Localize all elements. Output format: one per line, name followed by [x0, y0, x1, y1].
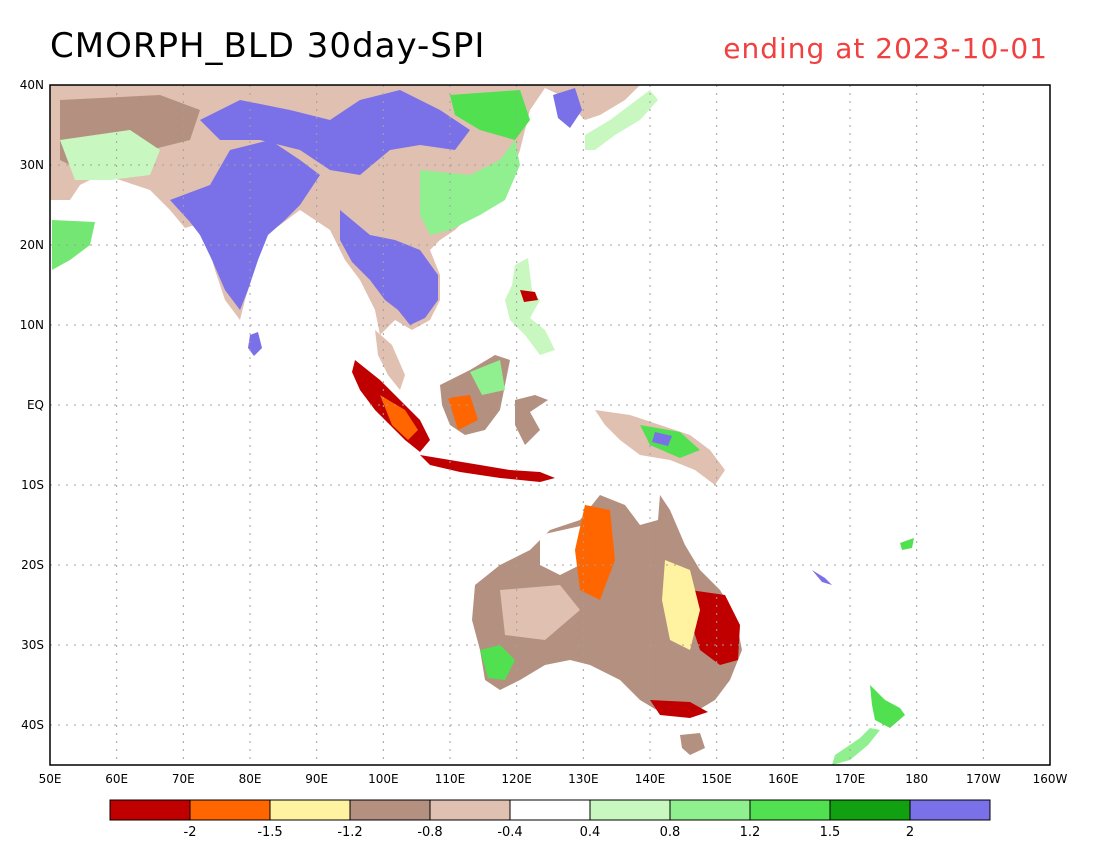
philippines-red [520, 290, 538, 302]
lon-tick-label: 160E [768, 772, 799, 786]
legend-swatch [509, 799, 591, 821]
lat-tick-label: 10S [21, 478, 44, 492]
lon-tick-label: 140E [635, 772, 666, 786]
map-title: CMORPH_BLD 30day-SPI [50, 26, 486, 66]
legend-swatch [349, 799, 431, 821]
lon-tick-label: 70E [172, 772, 195, 786]
legend-swatch [909, 799, 991, 821]
malay-peninsula [375, 330, 405, 390]
borneo-orange [448, 395, 478, 430]
lon-tick-label: 130E [568, 772, 599, 786]
new-zealand-north [870, 685, 905, 728]
japan-land [585, 90, 658, 150]
fiji [900, 538, 914, 550]
legend-swatch [669, 799, 751, 821]
philippines [505, 258, 555, 355]
borneo-green [470, 360, 505, 395]
lon-tick-label: 50E [39, 772, 62, 786]
green-west [60, 130, 160, 180]
lat-tick-label: EQ [27, 398, 44, 412]
australia-sw-green [480, 645, 515, 680]
lat-tick-label: 10N [20, 318, 44, 332]
color-legend: -2 -1.5 -1.2 -0.8 -0.4 0.4 0.8 1.2 1.5 2 [109, 799, 991, 840]
lon-tick-label: 150E [701, 772, 732, 786]
sulawesi [515, 395, 548, 445]
australia-orange [575, 505, 615, 600]
australia-yellow [662, 560, 700, 650]
map-frame [49, 84, 1051, 766]
graticule [50, 85, 1050, 765]
lat-tick-label: 40N [20, 78, 44, 92]
lon-tick-label: 80E [239, 772, 262, 786]
lon-tick-label: 170E [835, 772, 866, 786]
java [420, 455, 555, 482]
lat-tick-label: 20N [20, 238, 44, 252]
australia-interior-light [500, 585, 580, 640]
legend-swatch [589, 799, 671, 821]
legend-tick-label: -2 [184, 825, 197, 840]
legend-tick-label: 1.2 [740, 825, 761, 840]
lon-tick-label: 120E [501, 772, 532, 786]
korea-land [553, 88, 582, 128]
latitude-labels: 40N 30N 20N 10N EQ 10S 20S 30S 40S [20, 78, 44, 732]
lon-tick-label: 170W [966, 772, 1001, 786]
wet-anomaly-china [200, 90, 470, 175]
legend-swatch [109, 799, 191, 821]
green-north [450, 90, 530, 140]
wet-anomaly-india [170, 140, 320, 310]
legend-swatch [429, 799, 511, 821]
asia-land [50, 85, 640, 335]
lat-tick-label: 20S [21, 558, 44, 572]
arabia-green [52, 220, 95, 270]
sri-lanka [248, 332, 262, 356]
green-south-china [420, 140, 520, 235]
sumatra-orange [380, 395, 418, 440]
lon-tick-label: 180 [905, 772, 928, 786]
lat-tick-label: 40S [21, 718, 44, 732]
lon-tick-label: 90E [305, 772, 328, 786]
legend-swatch [749, 799, 831, 821]
new-zealand-south [832, 728, 880, 765]
legend-tick-label: -1.2 [337, 825, 362, 840]
legend-swatch [189, 799, 271, 821]
legend-tick-label: 0.4 [580, 825, 601, 840]
new-caledonia [812, 570, 832, 585]
legend-tick-label: 2 [906, 825, 914, 840]
legend-tick-label: -1.5 [257, 825, 282, 840]
date-label: ending at 2023-10-01 [723, 32, 1048, 65]
lon-tick-label: 100E [368, 772, 399, 786]
australia [472, 495, 742, 715]
lat-tick-label: 30N [20, 158, 44, 172]
legend-tick-label: 1.5 [820, 825, 841, 840]
legend-swatch [269, 799, 351, 821]
australia-southeast-red [650, 700, 708, 718]
legend-tick-label: -0.4 [497, 825, 522, 840]
lon-tick-label: 110E [435, 772, 466, 786]
australia-east-red [690, 590, 740, 665]
legend-swatch [829, 799, 911, 821]
wet-anomaly-indochina [340, 210, 438, 325]
legend-tick-label: 0.8 [660, 825, 681, 840]
tasmania [680, 733, 705, 755]
lon-tick-label: 60E [105, 772, 128, 786]
new-guinea-blue [652, 432, 672, 446]
lon-tick-label: 160W [1033, 772, 1068, 786]
legend-tick-label: -0.8 [417, 825, 442, 840]
longitude-labels: 50E 60E 70E 80E 90E 100E 110E 120E 130E 140E 150E 1… [39, 772, 1068, 786]
lat-tick-label: 30S [21, 638, 44, 652]
spi-shading-layer [50, 85, 914, 765]
